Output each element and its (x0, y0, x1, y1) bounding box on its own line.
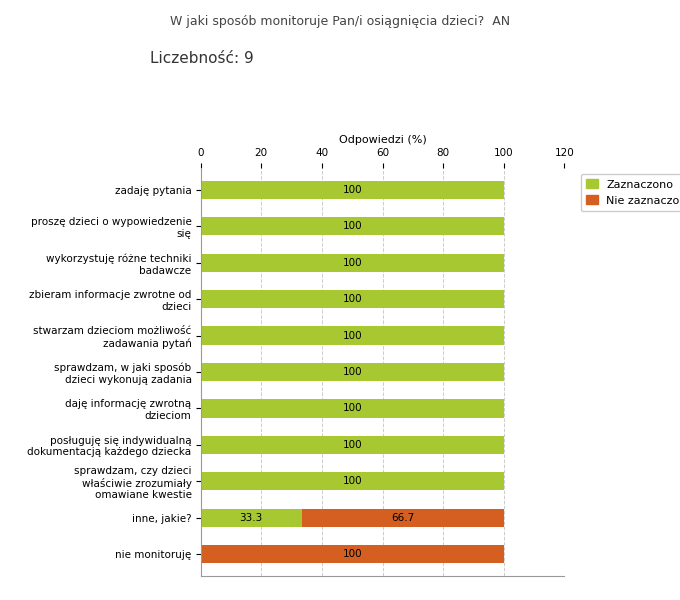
Text: W jaki sposób monitoruje Pan/i osiągnięcia dzieci?  AN: W jaki sposób monitoruje Pan/i osiągnięc… (170, 15, 510, 28)
Bar (201, 436, 504, 454)
Text: 100: 100 (342, 185, 362, 195)
Text: 66.7: 66.7 (391, 513, 414, 523)
X-axis label: Odpowiedzi (%): Odpowiedzi (%) (339, 135, 426, 145)
Text: 100: 100 (342, 549, 362, 559)
Text: 100: 100 (342, 258, 362, 268)
Text: 100: 100 (342, 476, 362, 486)
Bar (201, 181, 504, 199)
Text: 100: 100 (342, 294, 362, 304)
Bar (201, 290, 504, 308)
Text: 100: 100 (342, 221, 362, 231)
Bar (201, 363, 504, 381)
Text: 100: 100 (342, 440, 362, 450)
Text: 100: 100 (342, 367, 362, 377)
Text: Liczebność: 9: Liczebność: 9 (150, 51, 254, 66)
Bar (201, 326, 504, 344)
Bar (201, 400, 504, 418)
Bar (201, 254, 504, 272)
Bar (201, 509, 301, 527)
Bar (201, 545, 504, 563)
Text: 100: 100 (342, 403, 362, 413)
Bar (201, 472, 504, 490)
Text: 33.3: 33.3 (239, 513, 262, 523)
Legend: Zaznaczono, Nie zaznaczono: Zaznaczono, Nie zaznaczono (581, 173, 680, 211)
Bar (301, 509, 504, 527)
Text: 100: 100 (342, 331, 362, 341)
Bar (201, 217, 504, 235)
